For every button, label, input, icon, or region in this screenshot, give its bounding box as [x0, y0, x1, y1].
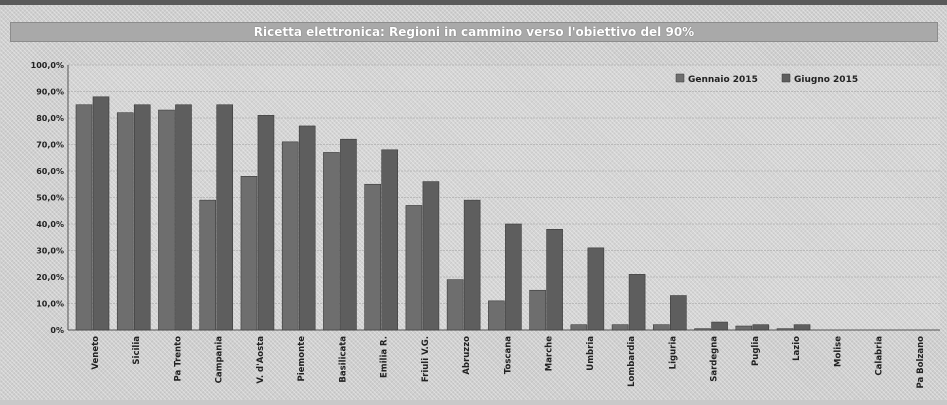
chart-title-bar: Ricetta elettronica: Regioni in cammino …: [10, 22, 938, 42]
y-tick-label: 0%: [50, 326, 64, 335]
x-tick-label: Molise: [833, 336, 843, 367]
x-tick-label: Emilia R.: [380, 336, 390, 378]
bar-giugno: [92, 96, 110, 331]
x-tick-label: Veneto: [91, 336, 101, 370]
bar-giugno: [793, 324, 811, 331]
bar-gennaio: [611, 324, 629, 331]
legend-swatch: [675, 73, 685, 83]
x-tick-label: Umbria: [586, 336, 596, 371]
x-tick-label: Friuli V.G.: [421, 336, 431, 382]
bar-giugno: [133, 104, 151, 331]
legend-label: Giugno 2015: [794, 75, 858, 85]
bar-giugno: [340, 138, 357, 331]
bar-giugno: [175, 104, 192, 331]
y-tick-label: 100,0%: [31, 61, 64, 70]
bar-gennaio: [158, 109, 175, 331]
legend-swatch: [781, 73, 791, 83]
bar-giugno: [587, 247, 605, 331]
legend-label: Gennaio 2015: [688, 75, 758, 85]
y-tick-label: 80,0%: [36, 114, 64, 123]
x-tick-label: Abruzzo: [462, 336, 472, 375]
bar-giugno: [546, 229, 563, 331]
x-tick-label: Puglia: [751, 336, 761, 366]
x-tick-label: Sardegna: [710, 336, 720, 382]
bar-giugno: [752, 324, 770, 331]
bar-gennaio: [281, 141, 299, 331]
bar-gennaio: [488, 300, 505, 331]
bar-gennaio: [694, 328, 711, 331]
bar-gennaio: [75, 104, 93, 331]
y-tick-label: 50,0%: [36, 194, 64, 203]
bar-gennaio: [735, 325, 753, 331]
legend: Gennaio 2015 Giugno 2015: [675, 73, 858, 85]
x-tick-label: Liguria: [668, 336, 678, 370]
y-tick-label: 30,0%: [36, 247, 64, 256]
x-tick-label: Pa Bolzano: [916, 336, 926, 389]
x-tick-label: Lombardia: [627, 336, 637, 387]
y-tick-label: 70,0%: [36, 141, 64, 150]
bar-gennaio: [405, 205, 423, 331]
x-tick-label: Pa Trento: [173, 336, 183, 382]
bar-gennaio: [323, 152, 340, 331]
y-tick-label: 60,0%: [36, 167, 64, 176]
x-tick-label: Sicilia: [132, 336, 142, 365]
bar-giugno: [298, 125, 316, 331]
bar-chart: 0% 10,0% 20,0% 30,0% 40,0% 50,0% 60,0% 70,0% 80,…: [31, 61, 940, 389]
bar-giugno: [463, 199, 481, 331]
bar-giugno: [216, 104, 234, 331]
x-tick-label: V. d'Aosta: [256, 336, 266, 384]
bar-giugno: [711, 321, 728, 331]
y-tick-label: 20,0%: [36, 273, 64, 282]
bar-giugno: [381, 149, 398, 331]
y-tick-label: 10,0%: [36, 300, 64, 309]
chart-title: Ricetta elettronica: Regioni in cammino …: [253, 25, 695, 39]
bar-gennaio: [364, 183, 381, 331]
bar-gennaio: [776, 328, 794, 331]
bar-gennaio: [199, 199, 217, 331]
x-tick-label: Campania: [215, 336, 225, 384]
x-tick-label: Basilicata: [338, 336, 348, 383]
bar-giugno: [628, 274, 646, 331]
bar-gennaio: [653, 324, 670, 331]
x-tick-label: Piemonte: [297, 336, 307, 382]
y-tick-label: 90,0%: [36, 88, 64, 97]
x-tick-label: Lazio: [792, 336, 802, 361]
x-tick-label: Calabria: [875, 336, 885, 376]
x-tick-label: Toscana: [503, 336, 513, 374]
x-tick-label: Marche: [545, 336, 555, 371]
bar-gennaio: [529, 289, 546, 331]
bar-giugno: [670, 295, 687, 331]
bar-giugno: [505, 223, 522, 331]
bar-gennaio: [570, 324, 588, 331]
y-tick-label: 40,0%: [36, 220, 64, 229]
bar-giugno: [257, 115, 275, 331]
bar-gennaio: [240, 176, 258, 331]
bar-gennaio: [116, 112, 134, 331]
bar-giugno: [422, 181, 440, 331]
bar-gennaio: [446, 279, 464, 331]
